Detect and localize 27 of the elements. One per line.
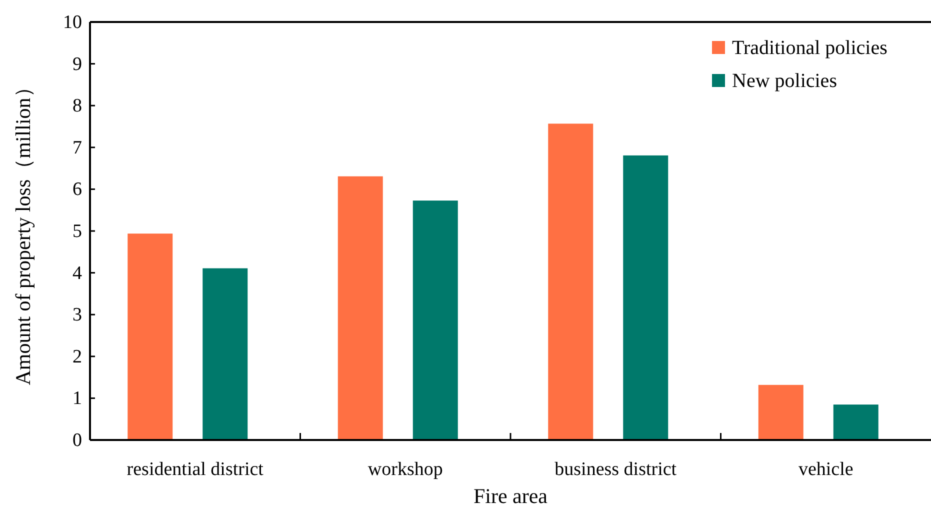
y-tick-label: 3	[72, 304, 82, 326]
bar	[832, 404, 880, 440]
y-tick-label: 8	[72, 96, 82, 117]
y-tick-label: 0	[72, 430, 82, 451]
bar	[202, 267, 249, 440]
y-tick-label: 4	[72, 262, 82, 284]
y-tick-label: 5	[72, 221, 82, 242]
y-axis-title: Amount of property loss（million）	[11, 76, 35, 386]
x-tick-label: business district	[554, 459, 678, 480]
bar	[757, 384, 804, 440]
bar	[622, 154, 670, 440]
y-tick-label: 2	[72, 346, 82, 368]
y-tick-label: 9	[72, 54, 82, 75]
x-axis-title: Fire area	[473, 484, 548, 508]
x-tick-label: workshop	[368, 459, 443, 480]
y-tick-label: 7	[72, 137, 82, 158]
x-tick-label: residential district	[126, 459, 264, 480]
y-tick-label: 6	[72, 179, 82, 200]
bar	[412, 200, 459, 440]
y-tick-label: 10	[63, 12, 82, 33]
bar	[547, 122, 594, 440]
bar	[126, 232, 174, 440]
legend-label: New policies	[732, 70, 838, 92]
x-tick-label: vehicle	[798, 459, 854, 480]
legend-label: Traditional policies	[732, 37, 888, 59]
bar	[336, 175, 384, 440]
y-tick-label: 1	[72, 388, 82, 410]
